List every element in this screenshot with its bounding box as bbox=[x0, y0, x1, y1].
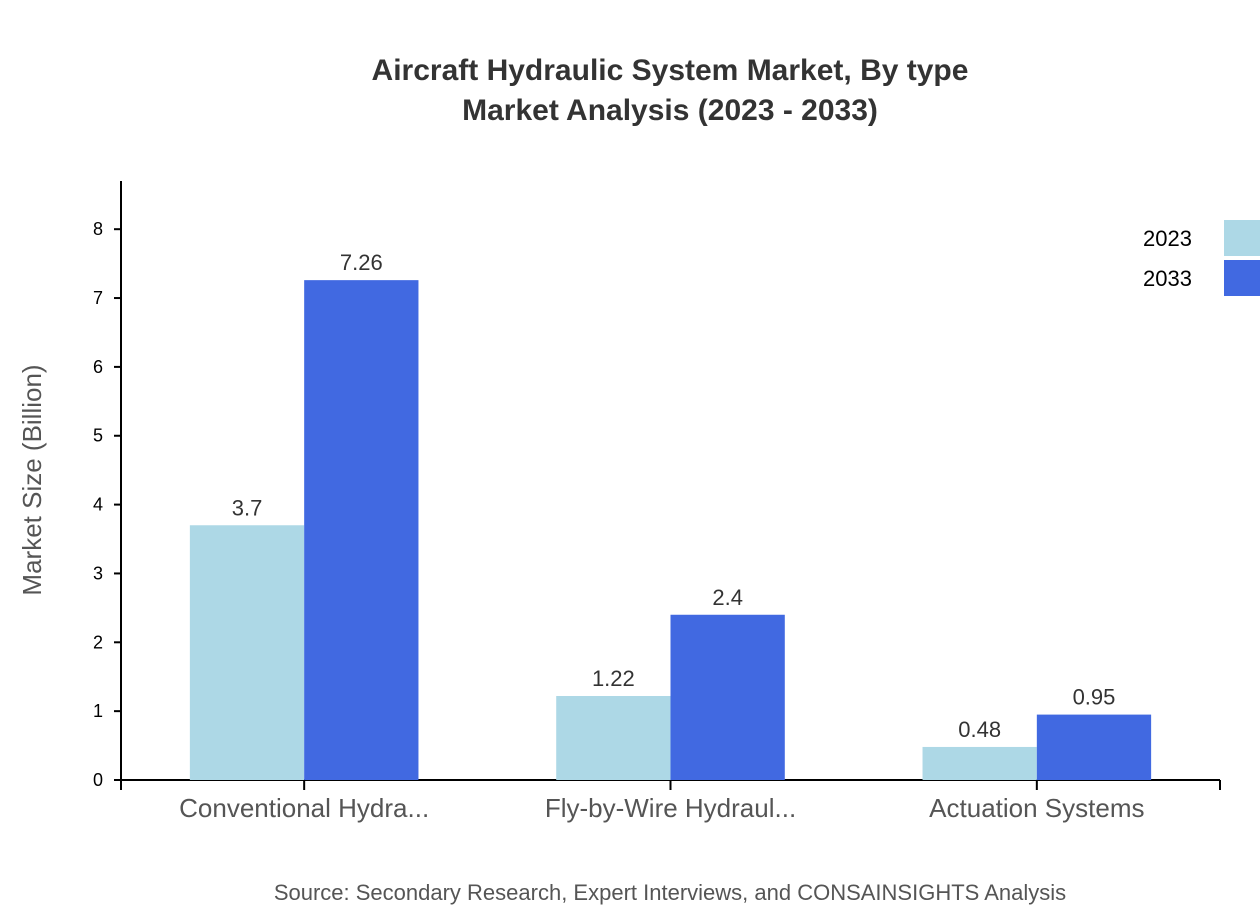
x-tick-label: Conventional Hydra... bbox=[179, 793, 429, 823]
source-note: Source: Secondary Research, Expert Inter… bbox=[274, 880, 1066, 905]
y-tick-label: 1 bbox=[93, 701, 103, 721]
y-tick-label: 8 bbox=[93, 219, 103, 239]
y-tick-label: 0 bbox=[93, 770, 103, 790]
x-tick-label: Actuation Systems bbox=[929, 793, 1144, 823]
legend-label: 2023 bbox=[1143, 226, 1192, 251]
bar-2023 bbox=[189, 525, 305, 780]
bar-2033 bbox=[304, 280, 419, 780]
chart-title: Aircraft Hydraulic System Market, By typ… bbox=[372, 54, 969, 87]
bar-2023 bbox=[556, 696, 671, 780]
data-label: 2.4 bbox=[712, 585, 743, 610]
data-label: 7.26 bbox=[340, 250, 383, 275]
y-tick-label: 6 bbox=[93, 357, 103, 377]
legend-swatch-2033 bbox=[1224, 260, 1260, 296]
y-axis-label: Market Size (Billion) bbox=[17, 364, 47, 595]
y-tick-label: 7 bbox=[93, 288, 103, 308]
data-label: 0.95 bbox=[1073, 685, 1116, 710]
y-tick-label: 4 bbox=[93, 495, 103, 515]
data-label: 0.48 bbox=[958, 717, 1001, 742]
x-tick-label: Fly-by-Wire Hydraul... bbox=[545, 793, 796, 823]
legend-label: 2033 bbox=[1143, 266, 1192, 291]
y-tick-label: 2 bbox=[93, 632, 103, 652]
chart-subtitle: Market Analysis (2023 - 2033) bbox=[462, 94, 878, 127]
bar-2033 bbox=[670, 614, 785, 780]
bar-2033 bbox=[1036, 714, 1152, 780]
y-tick-label: 3 bbox=[93, 563, 103, 583]
data-label: 1.22 bbox=[592, 666, 635, 691]
bar-2023 bbox=[922, 746, 1037, 780]
data-label: 3.7 bbox=[232, 495, 263, 520]
y-tick-label: 5 bbox=[93, 426, 103, 446]
legend-swatch-2023 bbox=[1224, 220, 1260, 256]
